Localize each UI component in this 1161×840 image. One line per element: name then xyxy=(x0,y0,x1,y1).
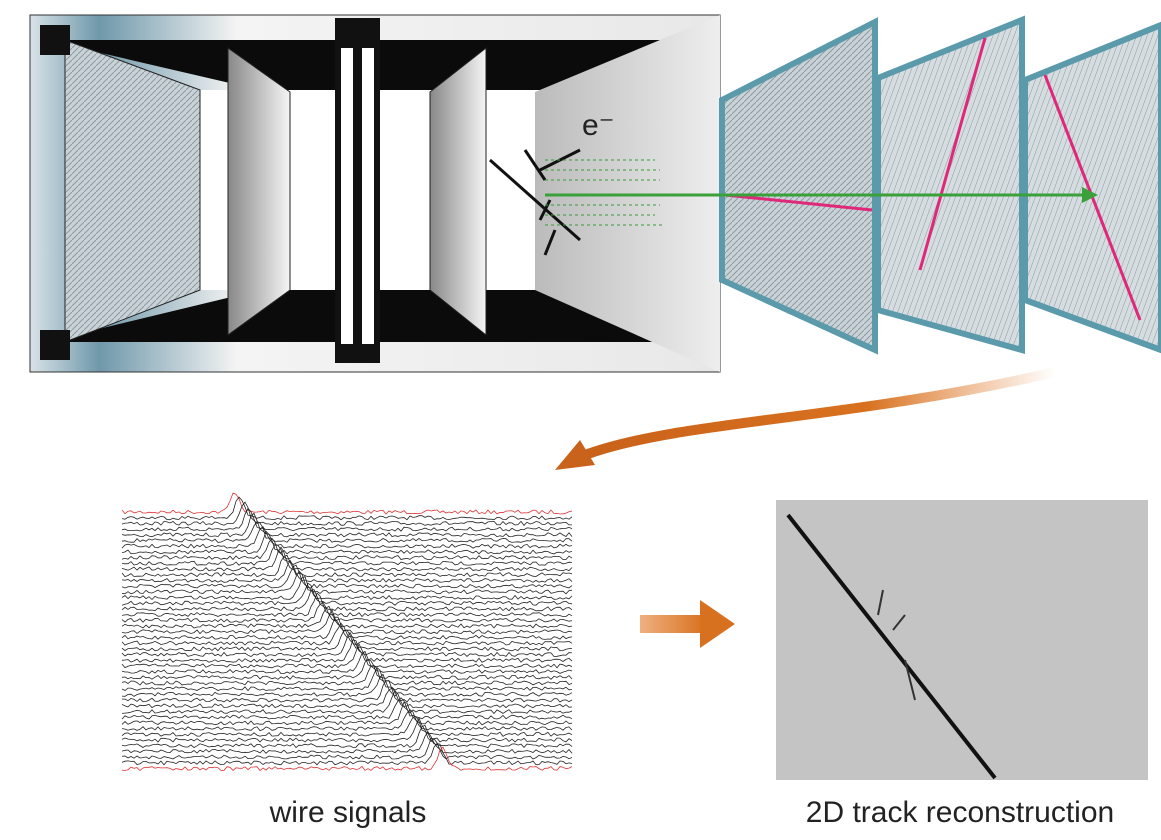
signal-trace xyxy=(122,688,572,708)
signal-trace xyxy=(122,718,572,742)
signal-trace xyxy=(122,659,572,679)
signal-trace xyxy=(122,668,572,691)
signal-trace xyxy=(122,555,572,576)
signal-trace xyxy=(122,547,572,571)
wire-signals-label: wire signals xyxy=(269,796,427,829)
signal-trace xyxy=(122,602,572,622)
wire-planes xyxy=(722,20,1161,350)
signal-trace xyxy=(122,590,572,611)
wire-signals-plot xyxy=(122,493,572,770)
curved-arrow xyxy=(585,372,1055,455)
electron-label: e⁻ xyxy=(582,109,615,142)
signal-trace xyxy=(122,502,572,525)
signal-trace xyxy=(122,744,572,765)
signal-trace xyxy=(122,702,572,725)
signal-trace xyxy=(122,674,572,696)
signal-trace xyxy=(122,497,572,520)
signal-trace xyxy=(122,493,572,514)
page: {"labels": {"electron": "e⁻", "wire_sign… xyxy=(0,0,1161,840)
signal-trace xyxy=(122,623,572,645)
arrow xyxy=(640,615,705,633)
signal-trace xyxy=(122,665,572,685)
signal-trace xyxy=(122,725,572,747)
signal-trace xyxy=(122,538,572,559)
diagram: e⁻ wire signals 2D track reconstruction xyxy=(0,0,1161,840)
curved-arrow-head xyxy=(555,440,595,470)
arrow-head xyxy=(700,600,735,648)
track-label: 2D track reconstruction xyxy=(806,796,1114,829)
signal-trace xyxy=(122,652,572,674)
track-panel xyxy=(776,500,1148,780)
signal-trace xyxy=(122,717,572,737)
signal-trace xyxy=(122,545,572,565)
signal-trace xyxy=(122,577,572,600)
